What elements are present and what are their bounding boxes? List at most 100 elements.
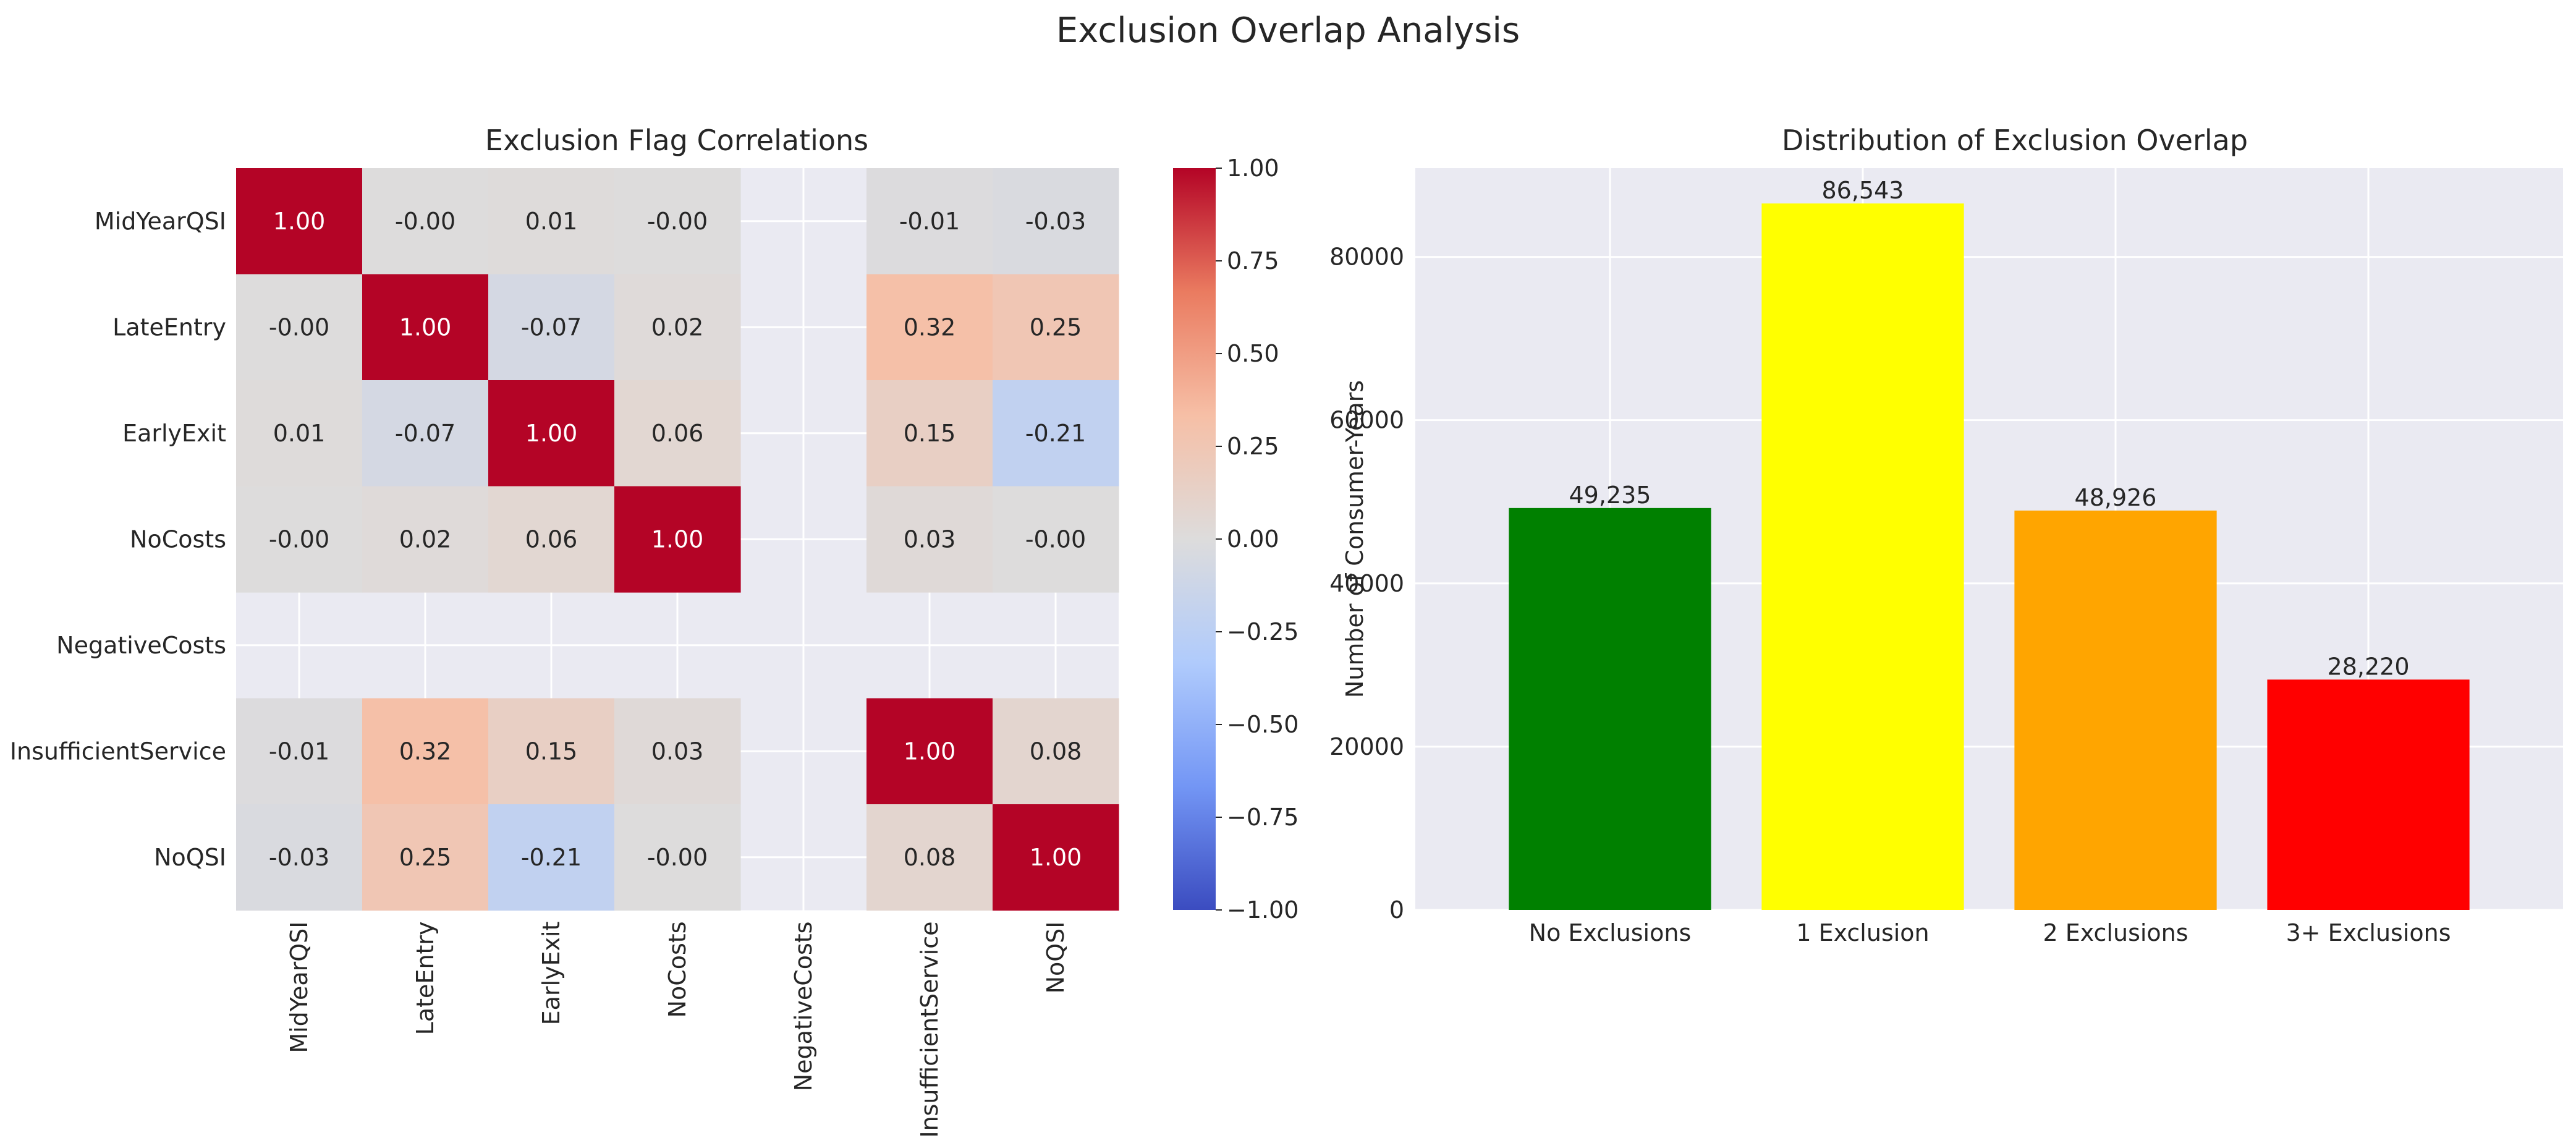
heatmap-cell-label: 0.06 [651,420,704,447]
heatmap-cell-label: 1.00 [273,208,326,235]
heatmap-cell [866,804,993,911]
y-tick-label: 60000 [1329,407,1404,434]
heatmap-cell-label: 0.25 [399,844,452,871]
heatmap-cell-label: -0.01 [269,737,329,765]
colorbar-scale [1173,168,1216,910]
heatmap-column-label: InsufficientService [916,922,943,1138]
heatmap-cell [236,698,363,805]
heatmap-cell [866,380,993,487]
heatmap-cell [614,486,741,593]
heatmap-cell-label: -0.21 [1025,420,1086,447]
heatmap-cell-label: -0.01 [899,208,960,235]
heatmap-column-label: NoCosts [664,922,691,1018]
bar-value-label: 48,926 [2075,484,2157,511]
heatmap-cell-label: -0.03 [1025,208,1086,235]
heatmap-row-label: LateEntry [112,313,226,341]
heatmap-cell [488,698,615,805]
heatmap-cell-label: 0.32 [904,313,956,341]
bar-value-label: 28,220 [2328,653,2410,680]
heatmap-column-label: NoQSI [1042,922,1069,994]
heatmap-column-labels: MidYearQSI LateEntry EarlyExit NoCosts Negat… [286,922,1069,1138]
correlation-heatmap: Exclusion Flag Correlations 1.00 -0.00 0.0… [10,124,1299,1138]
heatmap-cell-label: -0.00 [395,208,455,235]
heatmap-cell [993,380,1119,487]
bar-chart-ticks: 0 20000 40000 60000 80000 No Exclusions 1 Excl… [1329,244,2451,946]
heatmap-cell-label: 0.15 [525,737,578,765]
heatmap-cell-label: 0.32 [399,737,452,765]
heatmap-cell [993,168,1119,275]
heatmap-cell-label: -0.00 [647,208,708,235]
heatmap-cell-label: 0.02 [399,525,452,553]
heatmap-cell [488,804,615,911]
heatmap-cell [236,804,363,911]
heatmap-cell [236,274,363,381]
heatmap-cell [362,804,489,911]
heatmap-cell [866,486,993,593]
bar-value-label: 49,235 [1569,482,1651,509]
heatmap-cell [614,274,741,381]
heatmap-row-label: MidYearQSI [95,208,226,235]
heatmap-cell-label: -0.00 [269,313,329,341]
heatmap-column-label: LateEntry [412,922,439,1035]
heatmap-cell [362,486,489,593]
heatmap-cell-label: -0.00 [647,844,708,871]
heatmap-cell [866,168,993,275]
heatmap-cell-label: 0.25 [1030,313,1082,341]
colorbar-tick-label: 0.25 [1227,433,1279,460]
heatmap-cell [993,804,1119,911]
heatmap-row-label: NoQSI [154,844,226,871]
heatmap-row-label: NoCosts [130,525,226,553]
heatmap-cell [866,274,993,381]
heatmap-cell-label: -0.07 [521,313,582,341]
y-axis-label: Number of Consumer-Years [1341,380,1368,698]
heatmap-cell-label: 0.08 [904,844,956,871]
heatmap-cell [362,380,489,487]
y-tick-label: 0 [1389,896,1404,924]
heatmap-cell [866,698,993,805]
heatmap-cell-label: 1.00 [651,525,704,553]
heatmap-cell-label: 0.01 [273,420,326,447]
heatmap-row-labels: MidYearQSI LateEntry EarlyExit NoCosts Negat… [10,208,226,871]
heatmap-cell-label: -0.00 [1025,525,1086,553]
figure-title: Exclusion Overlap Analysis [1056,11,1520,51]
heatmap-row-label: NegativeCosts [56,632,226,659]
heatmap-cell [993,698,1119,805]
heatmap-row-label: InsufficientService [10,737,226,765]
x-tick-label: 2 Exclusions [2043,919,2188,946]
colorbar-tick-label: 1.00 [1227,155,1279,182]
colorbar-tick-label: 0.50 [1227,340,1279,367]
heatmap-cell [236,486,363,593]
heatmap-row-label: EarlyExit [122,420,226,447]
heatmap-cell-label: 0.03 [904,525,956,553]
overlap-bar-chart: Distribution of Exclusion Overlap 49,235… [1329,124,2563,946]
heatmap-cell [614,380,741,487]
colorbar-tick-label: −0.50 [1227,711,1299,738]
heatmap-cell-label: 0.01 [525,208,578,235]
heatmap-cell [488,380,615,487]
heatmap-cell-label: 1.00 [525,420,578,447]
heatmap-cell [488,274,615,381]
x-tick-label: 1 Exclusion [1796,919,1929,946]
heatmap-cell [488,486,615,593]
colorbar-tick-label: 0.00 [1227,525,1279,553]
bar-value-label: 86,543 [1822,177,1904,204]
heatmap-cell-label: -0.07 [395,420,455,447]
heatmap-cell [614,804,741,911]
bar [1509,508,1711,910]
heatmap-cell [236,168,363,275]
heatmap-cell-label: -0.21 [521,844,582,871]
heatmap-cell [362,698,489,805]
heatmap-cell [362,168,489,275]
heatmap-cell-label: 0.02 [651,313,704,341]
heatmap-column-label: MidYearQSI [286,922,313,1053]
heatmap-cell-label: 0.03 [651,737,704,765]
y-tick-label: 80000 [1329,244,1404,271]
x-tick-label: No Exclusions [1529,919,1692,946]
heatmap-cell-label: -0.03 [269,844,329,871]
heatmap-cell [362,274,489,381]
bar [1761,203,1964,910]
heatmap-cell [488,168,615,275]
heatmap-cell-label: 0.06 [525,525,578,553]
colorbar-tick-label: −1.00 [1227,896,1299,924]
